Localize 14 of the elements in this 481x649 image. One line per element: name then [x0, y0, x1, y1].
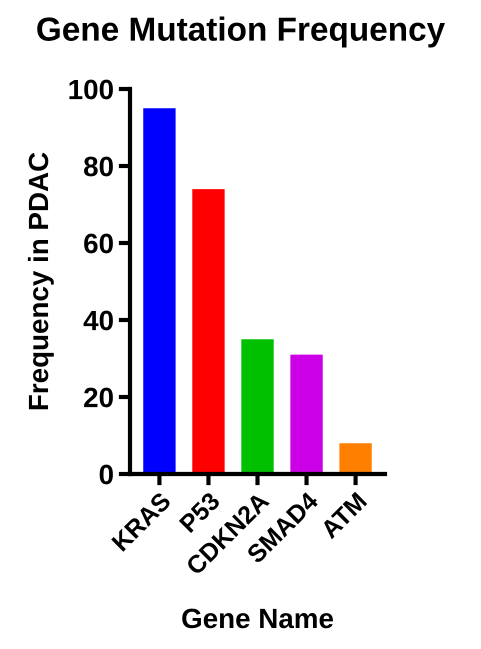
y-axis-title: Frequency in PDAC — [28, 152, 54, 410]
y-tick-label: 60 — [84, 234, 113, 254]
y-tick-label: 40 — [84, 310, 113, 330]
chart-title: Gene Mutation Frequency — [37, 16, 445, 48]
bar — [143, 108, 176, 474]
y-tick-label: 100 — [69, 80, 113, 100]
y-tick-label: 20 — [84, 388, 113, 408]
y-tick-label: 0 — [100, 464, 113, 484]
y-tick-label: 80 — [84, 156, 113, 176]
bar — [290, 354, 323, 474]
bar — [192, 189, 225, 474]
x-axis-title: Gene Name — [182, 608, 333, 628]
bar — [339, 443, 372, 474]
bar — [241, 339, 274, 474]
